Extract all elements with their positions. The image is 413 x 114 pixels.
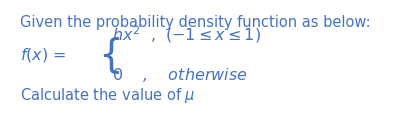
Text: $f(x)$ =: $f(x)$ = bbox=[19, 46, 68, 64]
Text: $hx^2$  ,  $(-1 \leq x \leq 1)$: $hx^2$ , $(-1 \leq x \leq 1)$ bbox=[112, 25, 261, 45]
Text: {: { bbox=[98, 36, 123, 74]
Text: Calculate the value of $\mu$: Calculate the value of $\mu$ bbox=[19, 85, 195, 104]
Text: Given the probability density function as below:: Given the probability density function a… bbox=[19, 15, 370, 30]
Text: $0$    ,    $otherwise$: $0$ , $otherwise$ bbox=[112, 66, 248, 84]
